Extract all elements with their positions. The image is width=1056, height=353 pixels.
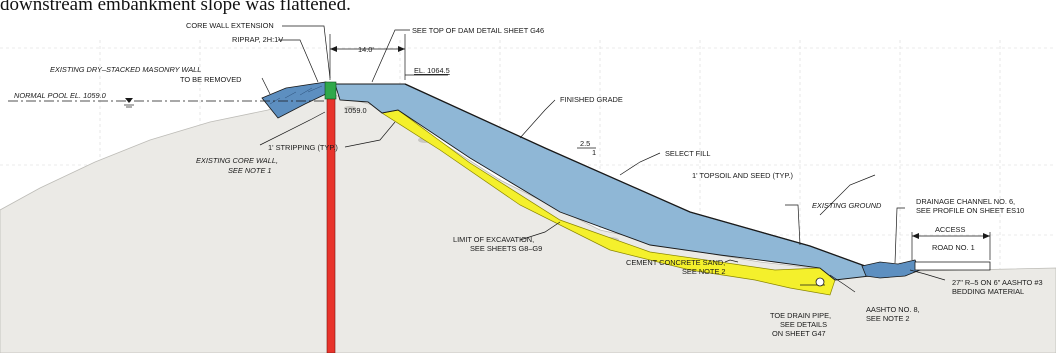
label-drainage-1: DRAINAGE CHANNEL NO. 6, [916,197,1015,206]
label-existing-core-wall-2: SEE NOTE 1 [228,166,272,175]
label-bedding-1: 27" R–5 ON 6" AASHTO #3 [952,278,1043,287]
label-existing-masonry-2: TO BE REMOVED [180,75,241,84]
label-cement-sand-1: CEMENT CONCRETE SAND, [626,258,725,267]
label-el-1059: 1059.0 [344,106,367,115]
label-toe-drain-3: ON SHEET G47 [772,329,826,338]
core-wall [326,97,336,353]
label-see-top-of-dam: SEE TOP OF DAM DETAIL SHEET G46 [412,26,544,35]
label-select-fill: SELECT FILL [665,149,710,158]
access-road [914,261,991,271]
label-stripping: 1' STRIPPING (TYP.) [268,143,338,152]
label-aashto-2: SEE NOTE 2 [866,314,910,323]
label-toe-drain-1: TOE DRAIN PIPE, [770,311,831,320]
label-drainage-2: SEE PROFILE ON SHEET ES10 [916,206,1024,215]
label-slope-bottom: 1 [592,148,596,157]
label-limit-excavation-2: SEE SHEETS G8–G9 [470,244,542,253]
label-existing-masonry-1: EXISTING DRY–STACKED MASONRY WALL [50,65,201,74]
label-finished-grade: FINISHED GRADE [560,95,623,104]
label-access: ACCESS [935,225,965,234]
crest-dimension [329,34,448,80]
label-riprap: RIPRAP, 2H:1V [232,35,283,44]
finished-grade-line [404,83,866,267]
label-existing-core-wall-1: EXISTING CORE WALL, [196,156,278,165]
access-dimension [911,232,991,260]
toe-drain-pipe [815,277,825,287]
label-core-wall-extension: CORE WALL EXTENSION [186,21,274,30]
leader-lines [259,25,946,293]
label-cement-sand-2: SEE NOTE 2 [682,267,726,276]
label-topsoil: 1' TOPSOIL AND SEED (TYP.) [692,171,793,180]
label-el-crest: EL. 1064.5 [414,66,450,75]
label-toe-drain-2: SEE DETAILS [780,320,827,329]
caption-text: downstream embankment slope was flattene… [0,0,351,15]
core-wall-extension-block [324,81,337,100]
water-surface-icon [125,98,133,103]
label-road: ROAD NO. 1 [932,243,975,252]
label-crest-width: 14.0' [358,45,374,54]
riprap-texture [269,85,323,105]
label-limit-excavation-1: LIMIT OF EXCAVATION, [453,235,534,244]
label-bedding-2: BEDDING MATERIAL [952,287,1024,296]
label-slope-top: 2.5 [580,139,590,148]
label-existing-ground: EXISTING GROUND [812,201,882,210]
label-normal-pool: NORMAL POOL EL. 1059.0 [14,91,107,100]
label-aashto-1: AASHTO NO. 8, [866,305,920,314]
